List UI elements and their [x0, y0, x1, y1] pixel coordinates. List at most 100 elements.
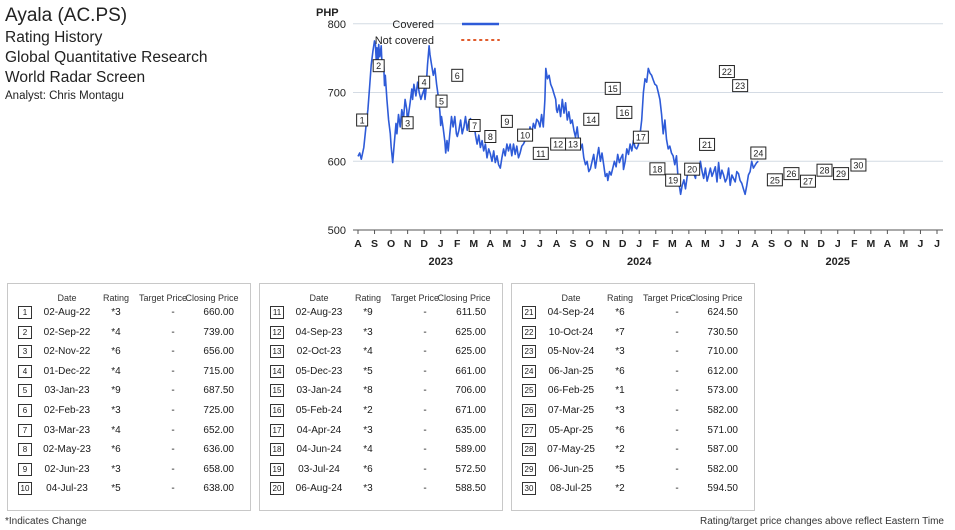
rating-marker-label: 8 — [488, 132, 493, 142]
row-index-box: 14 — [270, 364, 284, 378]
rating-marker-box — [532, 146, 549, 160]
x-tick-label: A — [685, 238, 693, 250]
rating-marker-label: 30 — [853, 161, 863, 171]
rating-marker-label: 23 — [735, 81, 745, 91]
row-rating: *4 — [363, 346, 373, 358]
rating-marker-box — [356, 113, 369, 127]
row-target-price: - — [171, 444, 175, 456]
footer-note: *Indicates Change — [5, 516, 87, 527]
table-row: 17 04-Apr-24 *3 - 635.00 — [260, 423, 502, 443]
row-closing-price: 710.00 — [707, 346, 738, 358]
report-header: Ayala (AC.PS) Rating History Global Quan… — [5, 4, 207, 104]
row-date: 06-Aug-24 — [295, 483, 343, 495]
rating-marker-label: 2 — [376, 61, 381, 71]
row-target-price: - — [675, 424, 679, 436]
row-index-box: 11 — [270, 306, 284, 319]
table-row: 27 05-Apr-25 *6 - 571.00 — [512, 423, 754, 443]
row-rating: *3 — [363, 483, 373, 495]
x-tick-label: J — [736, 238, 742, 250]
row-index-box: 13 — [270, 345, 284, 359]
row-rating: *6 — [111, 444, 121, 456]
rating-marker-box — [604, 81, 621, 95]
rating-table-1: Date Rating Target Price Closing Price 1 02-A… — [7, 283, 251, 511]
x-tick-label: J — [438, 238, 444, 250]
rating-marker-box — [401, 116, 414, 130]
x-tick-label: M — [701, 238, 710, 250]
row-rating: *4 — [111, 326, 121, 338]
row-index-box: 26 — [522, 404, 536, 417]
row-rating: *9 — [363, 307, 373, 318]
row-rating: *7 — [615, 326, 625, 338]
row-date: 02-Aug-22 — [43, 307, 91, 318]
row-closing-price: 612.00 — [707, 365, 738, 377]
x-tick-label: S — [570, 238, 577, 250]
row-rating: *4 — [111, 424, 121, 436]
row-index-box: 20 — [270, 482, 284, 496]
rating-marker-label: 28 — [820, 166, 830, 176]
row-index-box: 18 — [270, 443, 284, 457]
rating-table-3: Date Rating Target Price Closing Price 21 04-… — [511, 283, 755, 511]
row-closing-price: 706.00 — [455, 385, 486, 397]
x-tick-label: F — [653, 238, 660, 250]
rating-marker-label: 1 — [360, 116, 365, 126]
row-index-box: 17 — [270, 423, 284, 437]
row-closing-price: 624.50 — [707, 307, 738, 318]
x-tick-label: M — [503, 238, 512, 250]
row-rating: *3 — [111, 463, 121, 475]
row-index-box: 22 — [522, 325, 536, 339]
table-row: 19 03-Jul-24 *6 - 572.50 — [260, 462, 502, 482]
x-tick-label: O — [586, 238, 594, 250]
row-closing-price: 656.00 — [203, 346, 234, 358]
row-index-box: 10 — [18, 482, 32, 496]
rating-marker-box — [732, 79, 749, 93]
row-rating: *6 — [615, 424, 625, 436]
rating-marker-label: 7 — [472, 121, 477, 131]
col-header-rating: Rating — [606, 293, 633, 303]
row-closing-price: 730.50 — [707, 326, 738, 338]
x-tick-label: A — [487, 238, 495, 250]
row-index-box: 5 — [18, 384, 32, 398]
row-target-price: - — [171, 385, 175, 397]
row-target-price: - — [423, 385, 427, 397]
row-closing-price: 573.00 — [707, 385, 738, 397]
x-tick-label: J — [918, 238, 924, 250]
rating-marker-box — [649, 162, 666, 176]
rating-marker-box — [451, 68, 464, 82]
row-date: 03-Jul-24 — [298, 463, 340, 475]
row-date: 02-Nov-22 — [43, 346, 91, 358]
row-target-price: - — [675, 463, 679, 475]
table-row: 2 02-Sep-22 *4 - 739.00 — [8, 325, 250, 345]
y-axis-label: PHP — [316, 7, 339, 19]
x-tick-label: M — [668, 238, 677, 250]
table-row: 25 06-Feb-25 *1 - 573.00 — [512, 383, 754, 403]
row-closing-price: 571.00 — [707, 424, 738, 436]
rating-marker-label: 24 — [753, 149, 763, 159]
row-target-price: - — [423, 365, 427, 377]
rating-marker-label: 10 — [520, 131, 530, 141]
year-label: 2023 — [428, 256, 452, 268]
row-rating: *6 — [111, 346, 121, 358]
row-date: 02-Sep-22 — [43, 326, 91, 338]
x-tick-label: A — [354, 238, 362, 250]
rating-marker-box — [484, 130, 497, 143]
row-index-box: 29 — [522, 462, 536, 476]
rating-marker-label: 3 — [405, 118, 410, 128]
y-tick-label: 800 — [328, 19, 346, 31]
row-rating: *2 — [615, 444, 625, 456]
table-row: 15 03-Jan-24 *8 - 706.00 — [260, 383, 502, 403]
row-closing-price: 625.00 — [455, 346, 486, 358]
row-rating: *5 — [615, 463, 625, 475]
row-date: 08-Jul-25 — [550, 483, 592, 495]
x-tick-label: M — [866, 238, 875, 250]
rating-marker-box — [665, 173, 682, 187]
row-date: 04-Sep-24 — [547, 307, 595, 318]
rating-marker-label: 6 — [455, 71, 460, 81]
row-closing-price: 625.00 — [455, 326, 486, 338]
row-closing-price: 687.50 — [203, 385, 234, 397]
table-row: 29 06-Jun-25 *5 - 582.00 — [512, 462, 754, 482]
table-row: 16 05-Feb-24 *2 - 671.00 — [260, 403, 502, 423]
row-target-price: - — [423, 326, 427, 338]
row-target-price: - — [171, 424, 175, 436]
row-closing-price: 715.00 — [203, 365, 234, 377]
